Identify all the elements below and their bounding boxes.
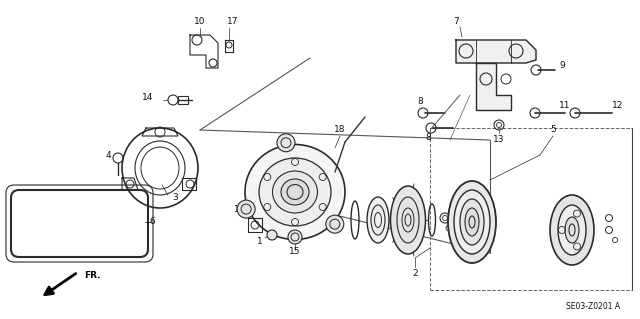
Text: 15: 15 xyxy=(289,248,301,256)
Bar xyxy=(178,96,188,104)
Ellipse shape xyxy=(465,208,479,236)
Ellipse shape xyxy=(273,171,317,213)
Text: 10: 10 xyxy=(195,18,205,26)
Circle shape xyxy=(326,215,344,233)
Ellipse shape xyxy=(550,195,594,265)
Text: 14: 14 xyxy=(142,93,154,102)
Text: 18: 18 xyxy=(334,125,346,135)
Ellipse shape xyxy=(565,217,579,243)
Text: 8: 8 xyxy=(417,97,423,106)
Text: 5: 5 xyxy=(550,125,556,135)
Text: 1: 1 xyxy=(257,238,263,247)
Ellipse shape xyxy=(259,158,331,226)
Text: 17: 17 xyxy=(227,18,239,26)
Text: 13: 13 xyxy=(493,136,505,145)
Ellipse shape xyxy=(281,179,309,205)
Circle shape xyxy=(237,200,255,218)
Ellipse shape xyxy=(390,186,426,254)
Text: 3: 3 xyxy=(172,194,178,203)
Text: 11: 11 xyxy=(559,100,571,109)
Circle shape xyxy=(267,230,277,240)
Text: FR.: FR. xyxy=(84,271,100,279)
Text: 9: 9 xyxy=(559,61,565,70)
Ellipse shape xyxy=(460,199,484,245)
Text: 12: 12 xyxy=(612,100,624,109)
Ellipse shape xyxy=(367,197,389,243)
Text: 16: 16 xyxy=(234,205,246,214)
Text: 2: 2 xyxy=(412,269,418,278)
Circle shape xyxy=(277,134,295,152)
Ellipse shape xyxy=(245,145,345,240)
Text: 6: 6 xyxy=(149,218,155,226)
Text: 7: 7 xyxy=(453,18,459,26)
Ellipse shape xyxy=(558,205,586,255)
Polygon shape xyxy=(456,40,536,63)
Text: 8: 8 xyxy=(425,133,431,143)
Text: 4: 4 xyxy=(105,151,111,160)
Polygon shape xyxy=(476,63,511,110)
Circle shape xyxy=(288,230,302,244)
Text: SE03-Z0201 A: SE03-Z0201 A xyxy=(566,302,620,311)
Ellipse shape xyxy=(448,181,496,263)
Ellipse shape xyxy=(454,190,490,254)
